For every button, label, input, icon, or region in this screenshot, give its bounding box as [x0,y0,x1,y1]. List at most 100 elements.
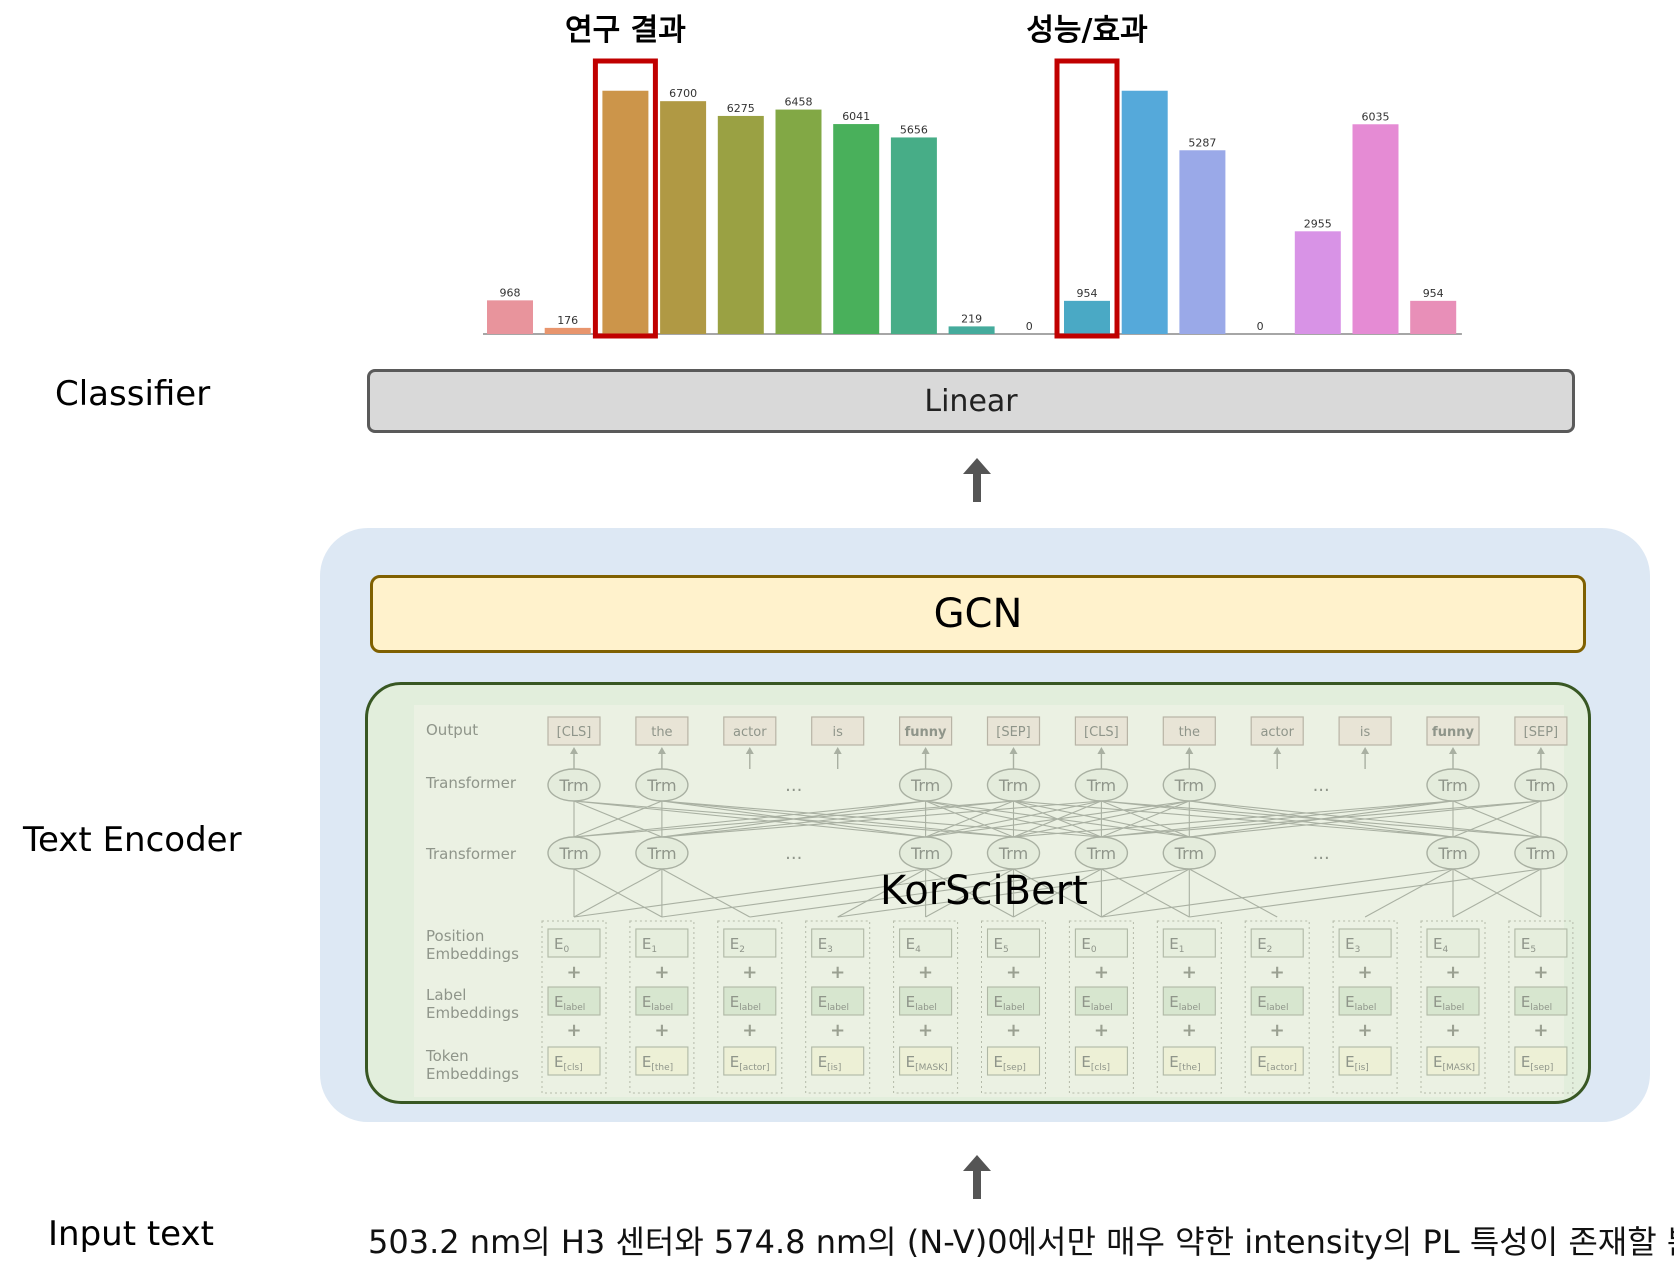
trm-node [1514,836,1568,870]
trm-node [1162,836,1216,870]
output-token-box [635,716,689,746]
row-label-transformer: Transformer [425,845,517,863]
bar-value-label: 954 [1077,287,1098,300]
up-arrow-icon [963,458,991,502]
bar-value-label: 5656 [900,123,928,136]
trm-label: Trm [1086,844,1116,863]
output-token-box [1162,716,1216,746]
row-label-token: Token [425,1047,469,1065]
input-sentence: 503.2 nm의 H3 센터와 574.8 nm의 (N-V)0에서만 매우 … [368,1223,1674,1261]
trm-label: Trm [998,776,1028,795]
chart-bar [487,300,533,334]
position-embedding [1426,928,1480,958]
highlight-box [1054,58,1120,339]
output-token-box [1250,716,1304,746]
bar-value-label: 6041 [842,110,870,123]
linear-label: Linear [924,383,1018,419]
class-distribution-chart: 968 176 6700 6275 6458 6041 5656 219 0 954 5287 0 29… [483,13,1462,339]
output-token: is [1360,725,1371,740]
input-text-label: Input text [48,1214,214,1254]
input-edge [1013,868,1102,918]
output-token-box [1338,716,1392,746]
bar-value-label: 2955 [1304,217,1332,230]
token-embedding [1250,1046,1304,1076]
arrowhead-icon [745,747,754,754]
position-embedding [635,928,689,958]
trm-node [898,836,953,870]
output-token-box [1074,716,1129,746]
output-token: is [833,725,844,740]
attention-edge [573,800,926,838]
plus-icon: + [566,1020,581,1041]
token-embedding [635,1046,689,1076]
arrowhead-icon [1361,747,1370,754]
plus-icon: + [1182,1020,1197,1041]
gcn-label: GCN [933,591,1023,637]
chart-bar [775,109,822,334]
ellipsis: ... [785,843,802,864]
attention-edge [661,800,1014,838]
trm-node [986,836,1041,870]
attention-edge [1013,800,1190,838]
up-arrow-icon [963,1155,991,1199]
bar-value-label: 954 [1423,287,1444,300]
label-embedding [1250,986,1304,1016]
chart-bar [890,137,937,334]
trm-label: Trm [1437,844,1467,863]
plus-icon: + [918,1020,933,1041]
row-label-label: Label [426,986,466,1004]
plus-icon: + [1445,1020,1460,1041]
label-embedding [811,986,865,1016]
chart-bar [717,115,764,335]
trm-label: Trm [558,844,588,863]
token-embedding [723,1046,777,1076]
trm-label: Trm [1525,844,1555,863]
plus-icon: + [1358,962,1373,983]
classifier-label: Classifier [55,374,211,414]
token-embedding [1514,1046,1568,1076]
output-token: [SEP] [996,725,1030,740]
trm-label: Trm [1174,776,1204,795]
bar-value-label: 6458 [785,96,813,109]
input-edge [925,868,1014,918]
plus-icon: + [1006,1020,1021,1041]
attention-edge [1101,800,1190,838]
output-token: [CLS] [1084,725,1119,740]
embedding-column [893,920,959,1094]
output-token: [SEP] [1524,725,1558,740]
row-label-token: Embeddings [426,1065,519,1083]
gcn-layer: GCN [370,575,1586,653]
embedding-column [1332,920,1398,1094]
input-edge [661,868,1014,918]
label-embedding [547,986,601,1016]
attention-edge [1101,800,1541,838]
row-label-label: Embeddings [426,1004,519,1022]
chart-bar [948,326,995,334]
token-embedding [1162,1046,1216,1076]
trm-node [1426,768,1480,802]
plus-icon: + [742,962,757,983]
plus-icon: + [566,962,581,983]
plus-icon: + [830,962,845,983]
arrowhead-icon [570,747,578,754]
trm-label: Trm [558,776,588,795]
ellipsis: ... [1313,775,1330,796]
bert-architecture-figure: OutputTransformerTransformerPositionEmbe… [414,705,1574,1097]
linear-layer: Linear [367,369,1575,433]
plus-icon: + [1358,1020,1373,1041]
trm-node [1074,768,1129,802]
attention-edge [1189,800,1541,838]
attention-edge [1452,800,1542,838]
output-token-box [547,716,601,746]
row-label-position: Position [426,927,484,945]
arrowhead-icon [833,747,842,754]
chart-bar [660,101,707,334]
bar-value-label: 968 [500,286,521,299]
position-embedding [1250,928,1304,958]
chart-bar [1121,90,1168,334]
attention-edge [1101,800,1454,838]
chart-bar [1179,150,1226,334]
trm-label: Trm [1437,776,1467,795]
plus-icon: + [1094,962,1109,983]
attention-edge [925,800,1190,838]
